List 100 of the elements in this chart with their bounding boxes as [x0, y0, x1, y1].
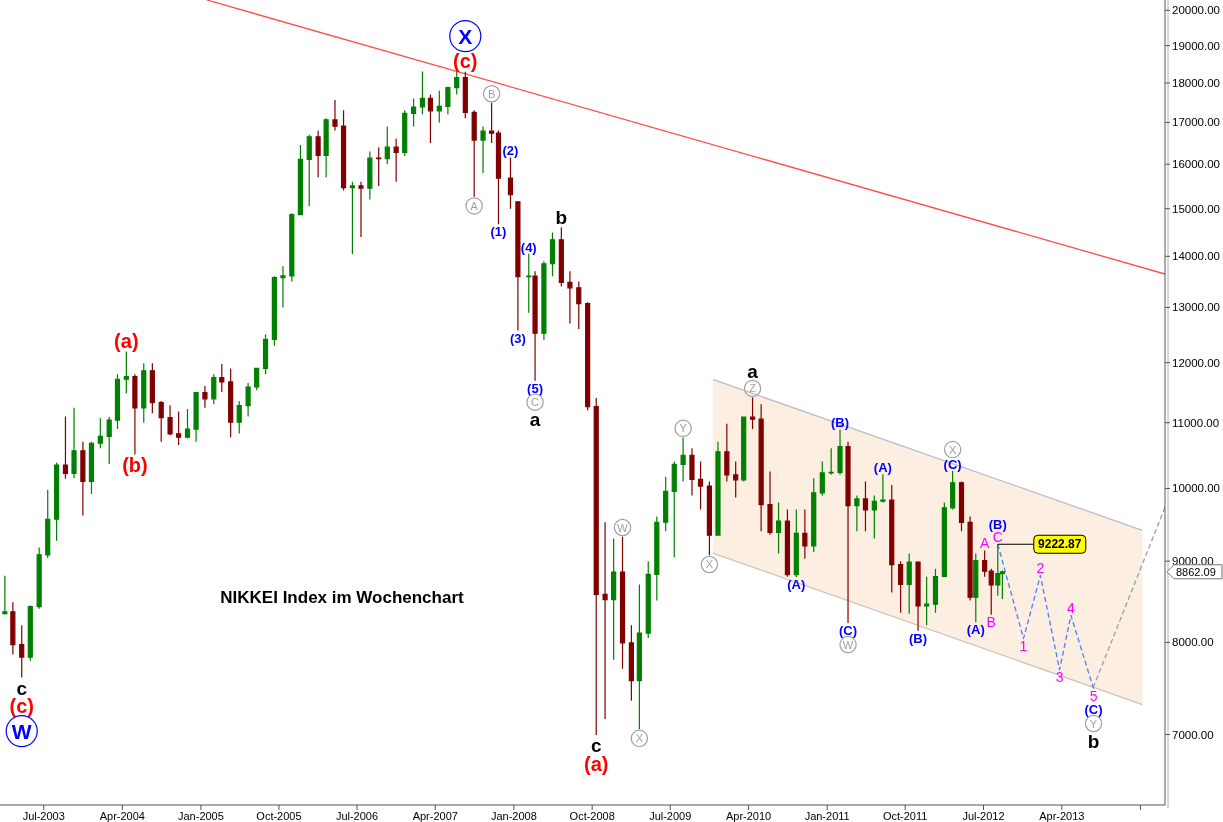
annotation: W — [11, 719, 32, 743]
annotation: Y — [679, 422, 688, 435]
annotation: (B) — [831, 414, 850, 430]
candlestick — [332, 99, 338, 132]
annotation: Z — [749, 382, 757, 395]
candlestick — [889, 484, 895, 594]
candlestick — [549, 232, 556, 277]
candlestick — [141, 362, 147, 424]
candlestick — [828, 447, 834, 476]
annotation: A — [979, 534, 990, 551]
candlestick — [749, 396, 756, 430]
annotation: (C) — [943, 456, 962, 472]
candlestick — [462, 71, 468, 119]
candlestick — [297, 144, 303, 216]
candlestick — [349, 181, 356, 255]
x-tick-label: Apr-2007 — [412, 810, 458, 822]
y-tick-label: 14000.00 — [1172, 250, 1220, 263]
candlestick — [167, 404, 173, 436]
candlestick — [715, 441, 721, 537]
annotation: B — [487, 87, 496, 100]
x-tick-label: Jan-2008 — [490, 810, 537, 822]
candlestick — [202, 385, 208, 409]
candlestick — [906, 552, 912, 615]
annotation: 1 — [1019, 638, 1028, 655]
candlestick — [636, 583, 642, 730]
annotation: (5) — [527, 380, 543, 396]
candlestick — [97, 417, 103, 449]
candlestick — [384, 125, 390, 165]
candlestick — [36, 546, 42, 610]
candlestick — [306, 134, 312, 207]
candlestick — [228, 367, 234, 438]
candlestick — [445, 86, 451, 115]
candlestick — [27, 604, 33, 662]
annotation: (C) — [839, 622, 858, 638]
candlestick — [123, 350, 129, 394]
candlestick — [689, 447, 695, 496]
candlestick — [71, 407, 77, 479]
candlestick — [340, 109, 347, 192]
y-tick-label: 19000.00 — [1172, 39, 1220, 52]
x-tick-label: Oct-2005 — [256, 810, 302, 822]
candlestick — [323, 117, 329, 178]
annotation: A — [470, 199, 479, 212]
x-tick-label: Jul-2003 — [22, 810, 65, 822]
candlestick — [10, 601, 16, 656]
candlestick — [471, 109, 477, 198]
candlestick — [724, 423, 730, 483]
candlestick — [706, 480, 712, 556]
candlestick — [898, 560, 904, 614]
candlestick — [211, 373, 217, 405]
candlestick — [932, 568, 939, 614]
annotation: W — [617, 521, 629, 534]
candlestick — [924, 576, 930, 626]
annotation: 4 — [1067, 599, 1076, 616]
candlestick — [741, 415, 747, 483]
candlestick — [880, 473, 886, 503]
candlestick — [950, 470, 956, 511]
y-tick-label: 10000.00 — [1172, 482, 1220, 495]
candlestick — [973, 552, 979, 623]
annotation: b — [555, 206, 568, 228]
x-tick-label: Oct-2011 — [882, 810, 928, 822]
y-tick-label: 13000.00 — [1172, 301, 1220, 314]
candlestick — [532, 270, 538, 382]
candlestick — [680, 436, 686, 483]
candlestick — [19, 624, 25, 679]
candlestick — [219, 363, 225, 393]
candlestick — [811, 477, 817, 553]
candlestick — [507, 156, 514, 210]
annotation: B — [986, 614, 996, 631]
x-tick-label: Jul-2012 — [962, 810, 1005, 822]
annotation: (3) — [509, 330, 526, 346]
candlestick — [871, 494, 877, 540]
candlestick — [419, 70, 426, 115]
candlestick — [663, 476, 669, 532]
candlestick — [611, 537, 617, 661]
candlestick — [184, 408, 191, 440]
candlestick — [236, 400, 242, 435]
candlestick — [541, 260, 547, 341]
candlestick — [654, 516, 660, 602]
candlestick — [289, 212, 295, 283]
candlestick — [775, 501, 782, 555]
candlestick — [602, 521, 608, 720]
annotation: X — [948, 443, 957, 456]
candlestick — [915, 560, 921, 632]
annotation: b — [1087, 730, 1100, 752]
candlestick — [280, 265, 286, 309]
candlestick — [367, 150, 373, 201]
candlestick — [262, 333, 269, 375]
candlestick — [854, 494, 860, 532]
candlestick — [489, 102, 495, 144]
candlestick — [106, 416, 112, 465]
candlestick — [567, 270, 573, 325]
annotation: Y — [1089, 717, 1098, 730]
candlestick — [758, 403, 764, 532]
annotation: (A) — [966, 621, 985, 637]
annotation: 9222.87 — [1038, 537, 1082, 552]
candlestick — [80, 441, 86, 517]
annotation: X — [635, 732, 644, 745]
candlestick — [114, 373, 121, 430]
candlestick — [436, 90, 442, 123]
candlestick — [480, 125, 486, 174]
